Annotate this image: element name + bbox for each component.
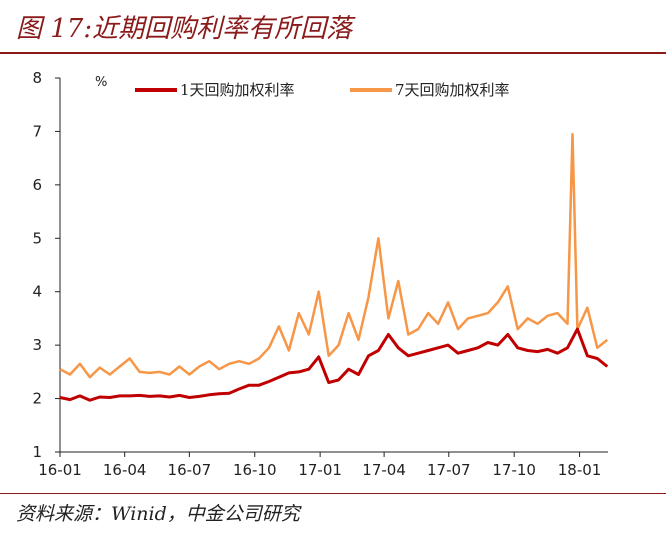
x-tick-label: 16-01	[38, 461, 82, 479]
y-tick-label: 6	[32, 176, 42, 194]
x-tick-label: 16-04	[103, 461, 147, 479]
source-note: 资料来源：Winid，中金公司研究	[16, 503, 300, 525]
y-tick-label: 7	[32, 122, 42, 140]
y-tick-label: 2	[32, 390, 42, 408]
y-tick-label: 3	[32, 336, 42, 354]
x-tick-label: 17-10	[492, 461, 536, 479]
y-tick-label: 8	[32, 69, 42, 87]
legend-label-7day: 7天回购加权利率	[395, 81, 510, 99]
x-tick-label: 17-04	[362, 461, 406, 479]
source-divider	[0, 493, 666, 494]
series-line-1day	[59, 327, 609, 402]
y-tick-label: 5	[32, 229, 42, 247]
x-tick-label: 18-01	[558, 461, 602, 479]
chart-axes: 1 2 3 4 5 6 7 8 16-01 16-04 16-07 16-10 17-01 17-04 17…	[32, 69, 608, 479]
chart-series	[59, 132, 609, 402]
y-unit-label: %	[95, 75, 107, 90]
chart-legend: 1天回购加权利率 7天回购加权利率	[135, 81, 510, 99]
x-tick-label: 17-07	[427, 461, 471, 479]
x-tick-label: 16-07	[168, 461, 212, 479]
y-tick-label: 1	[32, 443, 42, 461]
y-tick-label: 4	[32, 283, 42, 301]
page-title: 图 17:近期回购利率有所回落	[16, 14, 353, 44]
x-tick-label: 17-01	[298, 461, 342, 479]
series-line-7day	[59, 132, 609, 379]
x-tick-label: 16-10	[233, 461, 277, 479]
legend-label-1day: 1天回购加权利率	[180, 81, 295, 99]
title-divider	[0, 52, 666, 54]
